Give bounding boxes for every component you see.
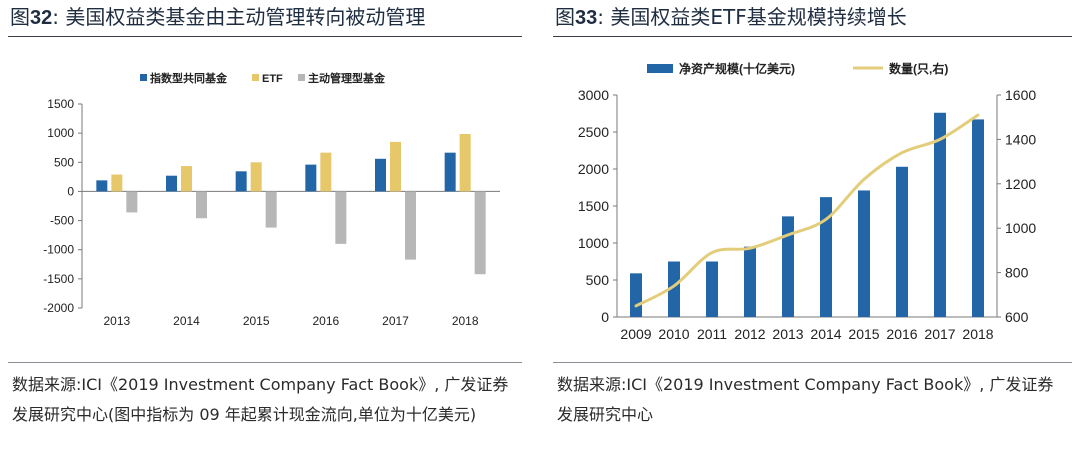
bar-1 — [444, 152, 456, 192]
legend-label-3: 主动管理型基金 — [308, 71, 386, 85]
x-tick-label: 2015 — [848, 326, 879, 342]
etf-asset-bar — [630, 273, 642, 317]
bar-1 — [305, 164, 317, 192]
left-title-prefix: 图 — [10, 5, 30, 29]
etf-asset-bar — [744, 246, 756, 317]
left-figure-title: 图32: 美国权益类基金由主动管理转向被动管理 — [10, 4, 425, 31]
etf-asset-bar — [782, 216, 794, 317]
x-tick-label: 2017 — [924, 326, 955, 342]
right-title-colon: : — [597, 5, 604, 29]
x-tick-label: 2009 — [620, 326, 651, 342]
left-title-number: 32 — [30, 7, 53, 29]
x-tick-label: 2018 — [962, 326, 993, 342]
etf-asset-bar — [820, 197, 832, 317]
etf-asset-bar — [972, 119, 984, 317]
x-tick-label: 2016 — [312, 314, 339, 328]
bar-3 — [335, 191, 347, 244]
legend-swatch-2 — [252, 74, 259, 81]
legend-swatch-1 — [140, 74, 147, 81]
etf-asset-bar — [668, 261, 680, 317]
bar-1 — [235, 171, 247, 192]
right-figure-panel: 图33: 美国权益类ETF基金规模持续增长 净资产规模(十亿美元) 数量(只,右)… — [545, 0, 1080, 460]
right-title-rule — [553, 36, 1072, 37]
y-tick-label: -1500 — [43, 272, 74, 286]
etf-count-line — [634, 113, 980, 308]
y-left-tick-label: 500 — [586, 272, 610, 288]
y-tick-label: 1500 — [47, 97, 74, 111]
bar-2 — [181, 166, 192, 192]
etf-asset-bar — [934, 112, 946, 317]
bar-1 — [166, 175, 177, 192]
bar-3 — [265, 191, 277, 228]
right-source-note: 数据来源:ICI《2019 Investment Company Fact Bo… — [557, 375, 1054, 424]
bar-2 — [250, 162, 262, 192]
legend-label-1: 指数型共同基金 — [150, 71, 228, 85]
y-right-tick-label: 800 — [1005, 265, 1029, 281]
x-tick-label: 2013 — [103, 314, 130, 328]
bar-2 — [459, 134, 471, 192]
etf-asset-bar — [896, 166, 908, 317]
x-tick-label: 2014 — [810, 326, 841, 342]
left-title-colon: : — [52, 5, 59, 29]
bar-2 — [390, 141, 401, 192]
left-title-rule — [8, 36, 522, 37]
etf-asset-bar — [858, 190, 870, 317]
right-title-text: 美国权益类ETF基金规模持续增长 — [610, 5, 907, 29]
bar-2 — [111, 174, 123, 192]
bar-3 — [126, 191, 138, 213]
bar-2 — [320, 152, 332, 192]
x-tick-label: 2017 — [382, 314, 409, 328]
x-tick-label: 2011 — [697, 326, 727, 342]
bar-3 — [474, 191, 486, 275]
x-tick-label: 2018 — [452, 314, 479, 328]
right-combo-chart: 净资产规模(十亿美元) 数量(只,右) 0 500 1000 1500 2000 2500 30… — [578, 61, 1037, 342]
y-tick-label: -2000 — [43, 301, 74, 315]
right-title-prefix: 图 — [555, 5, 575, 29]
y-left-tick-label: 3000 — [578, 87, 609, 103]
y-right-tick-label: 1000 — [1005, 220, 1036, 236]
right-figure-title: 图33: 美国权益类ETF基金规模持续增长 — [555, 4, 907, 31]
y-tick-label: -500 — [50, 214, 74, 228]
y-right-tick-label: 600 — [1005, 309, 1029, 325]
y-left-tick-label: 2000 — [578, 161, 609, 177]
legend-label-line: 数量(只,右) — [889, 61, 948, 76]
y-right-tick-label: 1600 — [1005, 87, 1036, 103]
x-tick-label: 2015 — [243, 314, 270, 328]
left-figure-panel: 图32: 美国权益类基金由主动管理转向被动管理 指数型共同基金 ETF 主动管理型基… — [0, 0, 530, 460]
right-title-number: 33 — [575, 7, 598, 29]
x-tick-label: 2012 — [734, 326, 765, 342]
left-source-note: 数据来源:ICI《2019 Investment Company Fact Bo… — [12, 375, 509, 424]
bar-3 — [196, 191, 207, 219]
left-source-rule — [8, 362, 522, 363]
y-left-tick-label: 2500 — [578, 124, 609, 140]
y-tick-label: 1000 — [47, 126, 74, 140]
y-left-tick-label: 1500 — [578, 198, 609, 214]
right-source-rule — [553, 362, 1072, 363]
y-tick-label: -1000 — [43, 243, 74, 257]
x-tick-label: 2010 — [658, 326, 689, 342]
y-right-tick-label: 1200 — [1005, 176, 1036, 192]
etf-asset-bar — [706, 261, 718, 317]
bar-1 — [96, 180, 108, 192]
legend-swatch-3 — [298, 74, 305, 81]
y-tick-label: 0 — [67, 184, 74, 198]
y-tick-label: 500 — [54, 155, 74, 169]
y-right-tick-label: 1400 — [1005, 131, 1036, 147]
left-title-text: 美国权益类基金由主动管理转向被动管理 — [65, 5, 426, 29]
x-tick-label: 2013 — [772, 326, 803, 342]
bar-1 — [375, 158, 386, 192]
y-left-tick-label: 0 — [601, 309, 609, 325]
x-tick-label: 2014 — [173, 314, 200, 328]
y-left-tick-label: 1000 — [578, 235, 609, 251]
x-tick-label: 2016 — [886, 326, 917, 342]
legend-label-2: ETF — [262, 73, 283, 85]
bar-3 — [405, 191, 416, 260]
legend-label-bars: 净资产规模(十亿美元) — [679, 61, 795, 76]
left-bar-chart: 指数型共同基金 ETF 主动管理型基金 -2000 -1500 -1000 -500 0 500… — [43, 71, 500, 328]
legend-swatch-bars — [647, 64, 673, 73]
